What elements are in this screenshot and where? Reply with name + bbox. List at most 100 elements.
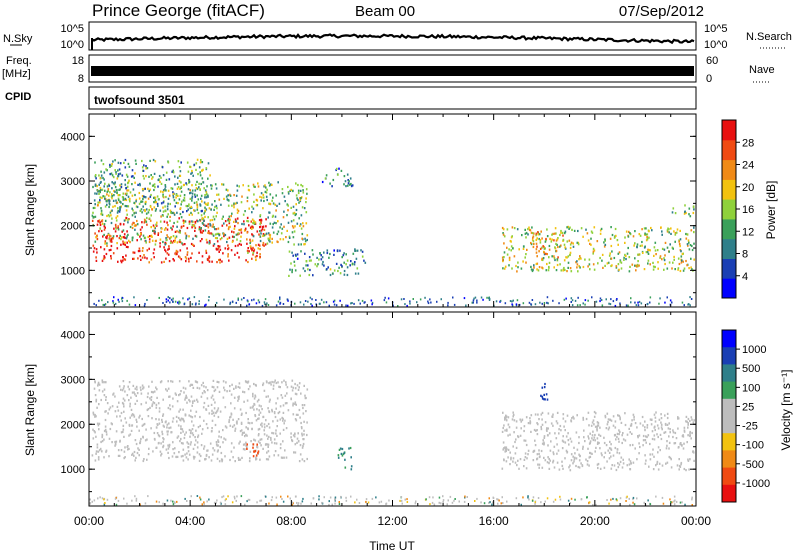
range-cell (247, 428, 249, 431)
range-cell (251, 205, 253, 208)
range-cell (150, 193, 152, 197)
range-cell (619, 416, 621, 419)
range-cell (252, 392, 254, 395)
range-cell (161, 433, 164, 436)
range-cell (194, 209, 196, 212)
freq-unit: [MHz] (2, 68, 31, 80)
nave-tick-top: 60 (706, 55, 718, 67)
range-cell (106, 244, 108, 247)
range-cell (629, 468, 632, 471)
range-cell (504, 302, 507, 305)
range-cell (152, 184, 155, 187)
range-cell (120, 238, 122, 241)
range-cell (117, 228, 120, 231)
range-cell (157, 233, 159, 236)
range-cell (217, 245, 219, 248)
range-cell (222, 380, 225, 383)
range-cell (95, 259, 98, 262)
range-cell (630, 462, 632, 465)
range-cell (231, 230, 233, 233)
range-cell (267, 445, 269, 448)
range-cell (323, 301, 325, 304)
range-cell (108, 203, 111, 206)
range-cell (599, 297, 602, 300)
range-cell (95, 177, 97, 180)
range-cell (236, 208, 239, 211)
range-cell (119, 439, 121, 442)
range-cell (502, 228, 505, 231)
range-cell (139, 442, 141, 445)
range-cell (636, 497, 638, 500)
range-cell (551, 238, 553, 241)
range-cell (123, 233, 126, 236)
range-cell (166, 215, 168, 218)
range-cell (194, 189, 197, 192)
range-cell (193, 209, 195, 212)
range-cell (277, 220, 279, 223)
range-cell (319, 252, 321, 255)
range-cell (622, 432, 624, 435)
range-cell (301, 446, 304, 449)
range-cell (513, 431, 515, 434)
range-cell (242, 184, 244, 187)
range-cell (186, 205, 189, 208)
range-cell (289, 268, 291, 271)
range-cell (429, 503, 431, 506)
range-cell (234, 253, 236, 256)
range-cell (196, 495, 199, 497)
range-cell (91, 454, 94, 457)
range-cell (582, 302, 584, 305)
range-cell (649, 442, 651, 446)
range-cell (515, 438, 517, 441)
range-cell (203, 201, 206, 204)
range-cell (123, 410, 125, 413)
range-cell (557, 449, 560, 452)
range-cell (650, 226, 652, 230)
range-cell (118, 454, 121, 457)
range-cell (211, 225, 214, 228)
range-cell (425, 498, 427, 501)
range-cell (575, 261, 577, 264)
range-cell (188, 222, 191, 225)
range-cell (222, 429, 224, 432)
range-cell (192, 424, 195, 427)
range-cell (280, 394, 283, 397)
range-cell (546, 301, 548, 304)
range-cell (273, 454, 275, 457)
range-cell (271, 237, 273, 240)
range-cell (446, 503, 448, 506)
range-cell (530, 265, 532, 268)
range-cell (531, 226, 533, 229)
range-cell (351, 184, 354, 187)
range-cell (251, 406, 254, 409)
range-cell (199, 171, 201, 174)
range-cell (99, 177, 102, 180)
range-cell (597, 462, 600, 466)
range-cell (97, 424, 100, 427)
range-cell (290, 220, 293, 223)
range-cell (240, 495, 243, 498)
range-cell (574, 299, 577, 302)
range-cell (600, 299, 603, 301)
range-cell (311, 298, 313, 301)
range-cell (666, 267, 669, 270)
range-cell (104, 189, 106, 192)
range-cell (253, 250, 255, 253)
range-cell (186, 247, 188, 250)
range-cell (144, 209, 146, 213)
range-cell (671, 501, 673, 504)
range-cell (297, 502, 300, 505)
range-cell (586, 463, 589, 466)
range-cell (112, 301, 115, 304)
range-cell (309, 296, 312, 299)
range-cell (272, 432, 275, 435)
range-cell (248, 207, 250, 210)
range-cell (594, 439, 596, 442)
range-cell (315, 299, 317, 301)
range-cell (127, 218, 129, 221)
range-cell (235, 385, 237, 388)
range-cell (502, 426, 504, 430)
range-cell (358, 502, 361, 504)
range-cell (577, 229, 579, 233)
range-cell (616, 239, 619, 242)
